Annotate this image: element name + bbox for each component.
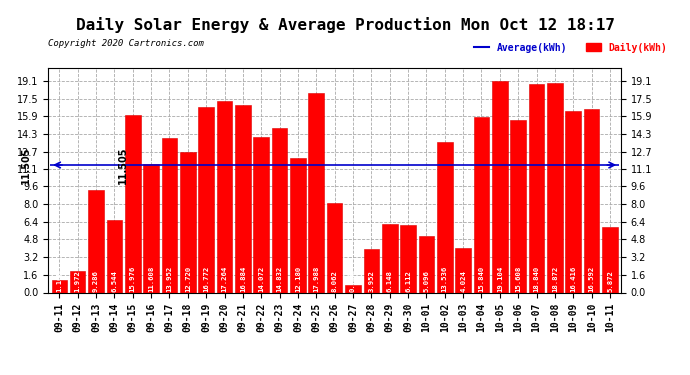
Text: 19.104: 19.104 — [497, 266, 503, 292]
Text: 11.505: 11.505 — [21, 146, 31, 184]
Bar — [400, 225, 416, 292]
Text: 12.180: 12.180 — [295, 266, 301, 292]
Bar — [364, 249, 380, 292]
Text: 11.505: 11.505 — [118, 146, 128, 184]
Text: 16.772: 16.772 — [203, 266, 209, 292]
Text: 16.884: 16.884 — [240, 266, 246, 292]
Text: 6.148: 6.148 — [386, 270, 393, 292]
Bar — [308, 93, 324, 292]
Bar — [345, 285, 361, 292]
Text: 1.972: 1.972 — [75, 270, 81, 292]
Bar — [566, 111, 581, 292]
Text: 6.112: 6.112 — [405, 270, 411, 292]
Text: 18.872: 18.872 — [552, 266, 558, 292]
Bar — [125, 116, 141, 292]
Legend: Average(kWh), Daily(kWh): Average(kWh), Daily(kWh) — [470, 39, 671, 56]
Bar — [180, 152, 195, 292]
Text: 17.988: 17.988 — [313, 266, 319, 292]
Bar — [272, 128, 287, 292]
Text: Copyright 2020 Cartronics.com: Copyright 2020 Cartronics.com — [48, 39, 204, 48]
Bar — [161, 138, 177, 292]
Text: 15.976: 15.976 — [130, 266, 136, 292]
Bar — [52, 280, 67, 292]
Bar — [217, 101, 233, 292]
Bar — [253, 136, 269, 292]
Bar — [437, 142, 453, 292]
Text: Daily Solar Energy & Average Production Mon Oct 12 18:17: Daily Solar Energy & Average Production … — [75, 17, 615, 33]
Text: 13.536: 13.536 — [442, 266, 448, 292]
Bar — [529, 84, 544, 292]
Text: 1.100: 1.100 — [57, 270, 62, 292]
Bar — [198, 106, 214, 292]
Bar — [584, 109, 600, 292]
Bar — [70, 271, 86, 292]
Bar — [419, 236, 434, 292]
Text: 13.952: 13.952 — [166, 266, 172, 292]
Text: 8.062: 8.062 — [332, 270, 337, 292]
Bar — [290, 158, 306, 292]
Text: 12.720: 12.720 — [185, 266, 191, 292]
Bar — [382, 224, 397, 292]
Text: 15.840: 15.840 — [478, 266, 484, 292]
Text: 5.872: 5.872 — [607, 270, 613, 292]
Bar — [602, 227, 618, 292]
Bar — [474, 117, 489, 292]
Bar — [547, 83, 563, 292]
Text: 17.264: 17.264 — [221, 266, 228, 292]
Text: 14.072: 14.072 — [258, 266, 264, 292]
Text: 15.608: 15.608 — [515, 266, 521, 292]
Text: 16.592: 16.592 — [589, 266, 595, 292]
Bar — [455, 248, 471, 292]
Text: 4.024: 4.024 — [460, 270, 466, 292]
Text: 6.544: 6.544 — [111, 270, 117, 292]
Bar — [235, 105, 250, 292]
Bar — [511, 120, 526, 292]
Text: 18.840: 18.840 — [533, 266, 540, 292]
Text: 3.952: 3.952 — [368, 270, 375, 292]
Bar — [492, 81, 508, 292]
Text: 0.700: 0.700 — [350, 270, 356, 292]
Text: 16.416: 16.416 — [570, 266, 576, 292]
Text: 14.832: 14.832 — [277, 266, 283, 292]
Text: 11.608: 11.608 — [148, 266, 154, 292]
Bar — [144, 164, 159, 292]
Bar — [327, 203, 342, 292]
Bar — [88, 190, 104, 292]
Text: 5.096: 5.096 — [424, 270, 429, 292]
Text: 9.286: 9.286 — [93, 270, 99, 292]
Bar — [106, 220, 122, 292]
